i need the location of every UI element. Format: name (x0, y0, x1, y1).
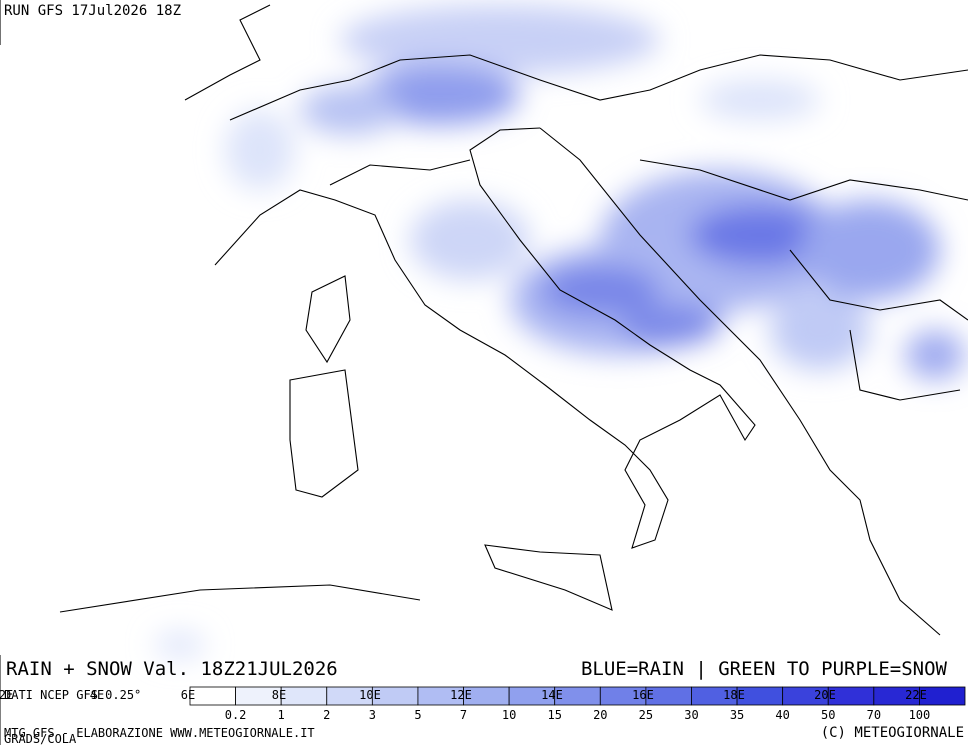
colorbar: 0.2 1 2 3 5 7 10 15 20 25 30 35 40 50 70 100 (189, 686, 966, 722)
colorbar-label: 3 (369, 708, 376, 722)
longitude-label: 4E (90, 688, 104, 702)
source: DATI NCEP GFS 0.25° (4, 688, 141, 702)
colorbar-label: 10 (502, 708, 516, 722)
longitude-label: 6E (181, 688, 195, 702)
copyright: (C) METEOGIORNALE (821, 725, 964, 741)
colorbar-label: 7 (460, 708, 467, 722)
colorbar-box (189, 686, 236, 706)
coastlines (0, 0, 968, 636)
colorbar-label: 35 (730, 708, 744, 722)
longitude-labels: 2E 4E 6E 8E 10E 12E 14E 16E 18E 20E 22E (0, 688, 927, 702)
colorbar-label: 30 (684, 708, 698, 722)
longitude-label: 14E (541, 688, 563, 702)
colorbar-label: 20 (593, 708, 607, 722)
longitude-label: 12E (450, 688, 472, 702)
colorbar-label: 2 (323, 708, 330, 722)
longitude-label: 22E (905, 688, 927, 702)
precipitation (155, 5, 965, 657)
colorbar-label: 25 (639, 708, 653, 722)
colorbar-label: 50 (821, 708, 835, 722)
legend-note: BLUE=RAIN | GREEN TO PURPLE=SNOW (581, 658, 948, 680)
colorbar-label: 40 (775, 708, 789, 722)
longitude-label: 8E (272, 688, 286, 702)
map-title: RAIN + SNOW Val. 18Z21JUL2026 (6, 658, 338, 680)
colorbar-label: 70 (867, 708, 881, 722)
credits: MTG GFS - ELABORAZIONE WWW.METEOGIORNALE… (4, 726, 315, 740)
longitude-label: 2E (0, 688, 13, 702)
longitude-label: 18E (723, 688, 745, 702)
colorbar-label: 5 (414, 708, 421, 722)
colorbar-label: 1 (278, 708, 285, 722)
colorbar-label: 0.2 (225, 708, 247, 722)
software: GRADS/COLA (4, 732, 77, 745)
colorbar-box (919, 686, 966, 706)
colorbar-label: 15 (547, 708, 561, 722)
colorbar-label: 100 (909, 708, 931, 722)
colorbar-box (280, 686, 328, 706)
run-label: RUN GFS 17Jul2026 18Z (4, 3, 181, 19)
longitude-label: 16E (632, 688, 654, 702)
longitude-label: 10E (359, 688, 381, 702)
longitude-label: 20E (814, 688, 836, 702)
